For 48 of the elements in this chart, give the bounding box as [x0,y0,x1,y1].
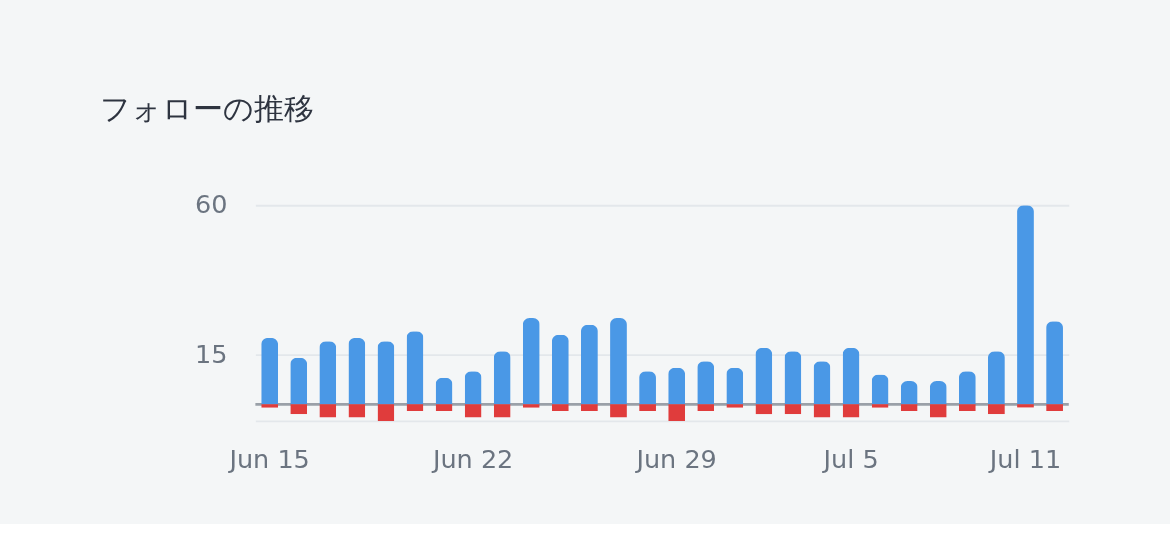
bar [639,404,656,411]
x-tick-label: Jun 29 [634,443,717,474]
bar [987,351,1005,405]
bar [348,337,366,405]
bar [813,404,831,418]
bar [348,404,366,418]
x-tick-label: Jun 15 [227,443,310,474]
bar [929,404,947,418]
bar [580,324,598,405]
bar [813,361,831,405]
bar [668,404,686,421]
bar [377,404,395,421]
bar [784,404,802,415]
bar [406,331,424,405]
x-tick-label: Jun 22 [430,443,514,474]
bar [726,367,744,405]
y-tick-label: 60 [195,189,228,220]
bar [755,347,773,405]
x-tick-label: Jul 5 [821,443,879,474]
bar [522,318,540,405]
bar [406,404,424,411]
bar [319,404,337,418]
chart-title: フォローの推移 [99,91,314,127]
bar [842,347,860,405]
bar [755,404,773,415]
bar [290,357,308,405]
bar [551,334,569,405]
bar [551,404,569,411]
bar [697,361,715,405]
bar [697,404,715,411]
bar [784,351,802,405]
bar [1046,404,1063,411]
bar [435,404,453,411]
x-tick-label: Jul 11 [987,443,1062,474]
bar [290,404,308,415]
bar [842,404,860,418]
bar [900,404,918,411]
bar [580,404,598,411]
y-tick-label: 15 [195,338,228,369]
bar [319,341,337,405]
bar [493,404,511,418]
bar [668,367,686,405]
bar [464,404,482,418]
bar [493,351,511,405]
bar [377,341,395,405]
bar [261,337,279,405]
bar [987,404,1005,415]
bar [958,404,976,411]
